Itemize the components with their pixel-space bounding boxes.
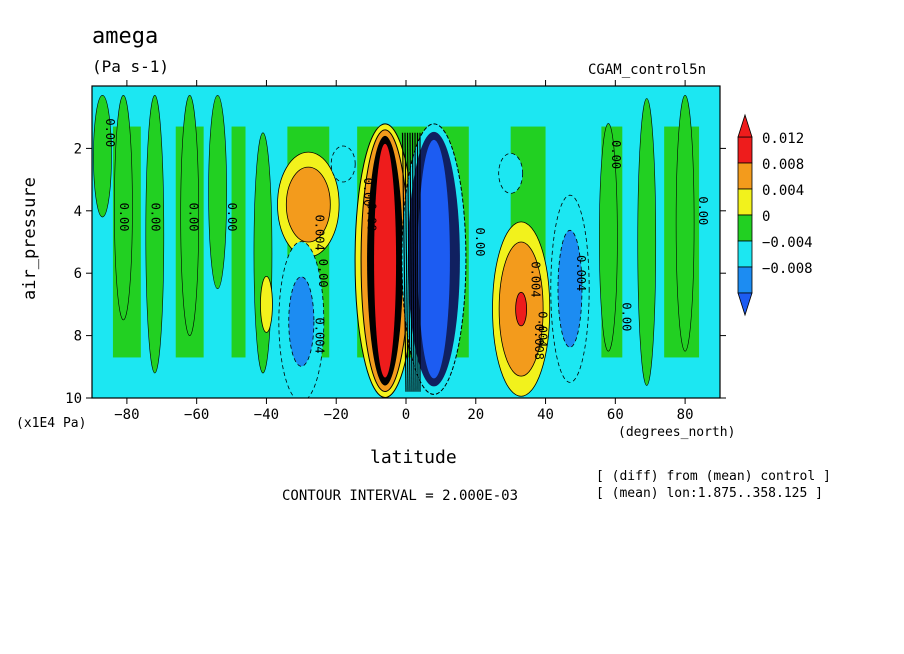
green-streak-3 — [180, 95, 199, 336]
contour-label-14: 0.004 — [574, 255, 588, 291]
contour-label-17: 0.00 — [696, 196, 710, 225]
colorbar-band-4 — [737, 240, 753, 268]
x-tick-label-2: −40 — [254, 407, 279, 423]
colorbar-label-3: 0 — [762, 209, 770, 225]
x-tick-label-6: 40 — [537, 407, 554, 423]
cyan-pocket-south — [330, 145, 356, 183]
contour-label-3: 0.00 — [187, 203, 201, 232]
x-tick-label-4: 0 — [402, 407, 410, 423]
x-tick-label-8: 80 — [677, 407, 694, 423]
green-streak-7 — [637, 98, 657, 386]
ascending-core-inner — [374, 143, 397, 378]
x-tick-label-3: −20 — [324, 407, 349, 423]
contour-label-4: 0.00 — [225, 203, 239, 232]
contour-label-16: 0.00 — [619, 302, 633, 331]
diff-note: [ (diff) from (mean) control ] — [596, 469, 831, 484]
colorbar-low-arrow — [737, 292, 753, 317]
contour-label-2: 0.00 — [148, 203, 162, 232]
chart-title: amega — [92, 24, 159, 49]
contour-label-1: 0.00 — [117, 203, 131, 232]
colorbar-label-2: 0.004 — [762, 183, 804, 199]
contour-label-10: 0.00 — [473, 228, 487, 257]
colorbar-band-5 — [737, 266, 753, 294]
green-streak-2 — [145, 95, 165, 374]
colorbar-label-1: 0.008 — [762, 157, 804, 173]
dense-contour-2 — [406, 132, 411, 392]
cyan-upper-band — [92, 86, 720, 127]
contour-label-12: 0.004 — [536, 311, 550, 347]
contour-label-0: 0.00 — [103, 118, 117, 147]
x-tick-label-0: −80 — [114, 407, 139, 423]
x-axis-units: (degrees_north) — [618, 425, 736, 440]
mean-note: [ (mean) lon:1.875..358.125 ] — [596, 486, 823, 501]
run-label: CGAM_control5n — [588, 62, 707, 78]
colorbar-label-0: 0.012 — [762, 131, 804, 147]
green-streak-6 — [599, 123, 618, 352]
colorbar-label-4: −0.004 — [762, 235, 813, 251]
dense-contour-3 — [409, 132, 413, 392]
y-tick-label-2: 6 — [74, 266, 82, 282]
cyan-band-4 — [329, 86, 358, 398]
contour-label-5: 0.004 — [312, 215, 326, 251]
colorbar-band-3 — [737, 214, 753, 242]
contour-label-6: 0.00 — [316, 259, 330, 288]
y-axis-label: air_pressure — [20, 177, 40, 300]
contour-label-8: 0.00 — [361, 178, 375, 207]
x-tick-label-5: 20 — [467, 407, 484, 423]
plot-field: 0.000.00 0.00 0.00 0.00 0.0040.000.0040.000.… — [92, 86, 720, 398]
contour-label-13: 0.008 — [532, 324, 546, 360]
negative-lobe-south-ring-1 — [288, 276, 315, 367]
dense-contour-5 — [414, 132, 417, 392]
contour-interval-note: CONTOUR INTERVAL = 2.000E-03 — [282, 488, 519, 504]
colorbar-band-2 — [737, 188, 753, 216]
positive-lobe-south-ring-1 — [285, 166, 331, 243]
negative-lobe-north-ring-1 — [557, 229, 583, 348]
contour-label-7: 0.004 — [312, 318, 326, 354]
cyan-band-8 — [699, 86, 720, 398]
colorbar-label-5: −0.008 — [762, 261, 813, 277]
y-tick-label-3: 8 — [74, 329, 82, 345]
chart-units: (Pa s-1) — [92, 57, 170, 76]
dense-contour-4 — [411, 132, 415, 392]
y-axis-units: (x1E4 Pa) — [16, 416, 87, 431]
colorbar-band-1 — [737, 162, 753, 190]
contour-label-11: 0.004 — [529, 261, 543, 297]
x-tick-label-1: −60 — [184, 407, 209, 423]
colorbar-band-0 — [737, 136, 753, 164]
green-streak-4 — [208, 95, 227, 290]
green-streak-8 — [675, 95, 695, 352]
descending-core-inner — [417, 139, 450, 379]
green-streak-5 — [253, 132, 273, 374]
x-tick-label-7: 60 — [607, 407, 624, 423]
x-axis-label: latitude — [370, 447, 457, 468]
cyan-pocket-north — [498, 152, 524, 194]
y-tick-label-4: 10 — [65, 391, 82, 407]
y-tick-label-1: 4 — [74, 204, 82, 220]
contour-label-9: 0.00 — [365, 203, 379, 232]
green-streak-0 — [93, 95, 112, 218]
yellow-sliver-south — [260, 275, 273, 333]
green-streak-1 — [114, 95, 133, 321]
y-tick-label-0: 2 — [74, 141, 82, 157]
dense-contour-0 — [401, 132, 407, 392]
contour-label-15: 0.00 — [609, 140, 623, 169]
dense-contour-1 — [404, 132, 409, 392]
colorbar-high-arrow — [737, 113, 753, 138]
positive-lobe-north-ring-2 — [515, 291, 528, 327]
